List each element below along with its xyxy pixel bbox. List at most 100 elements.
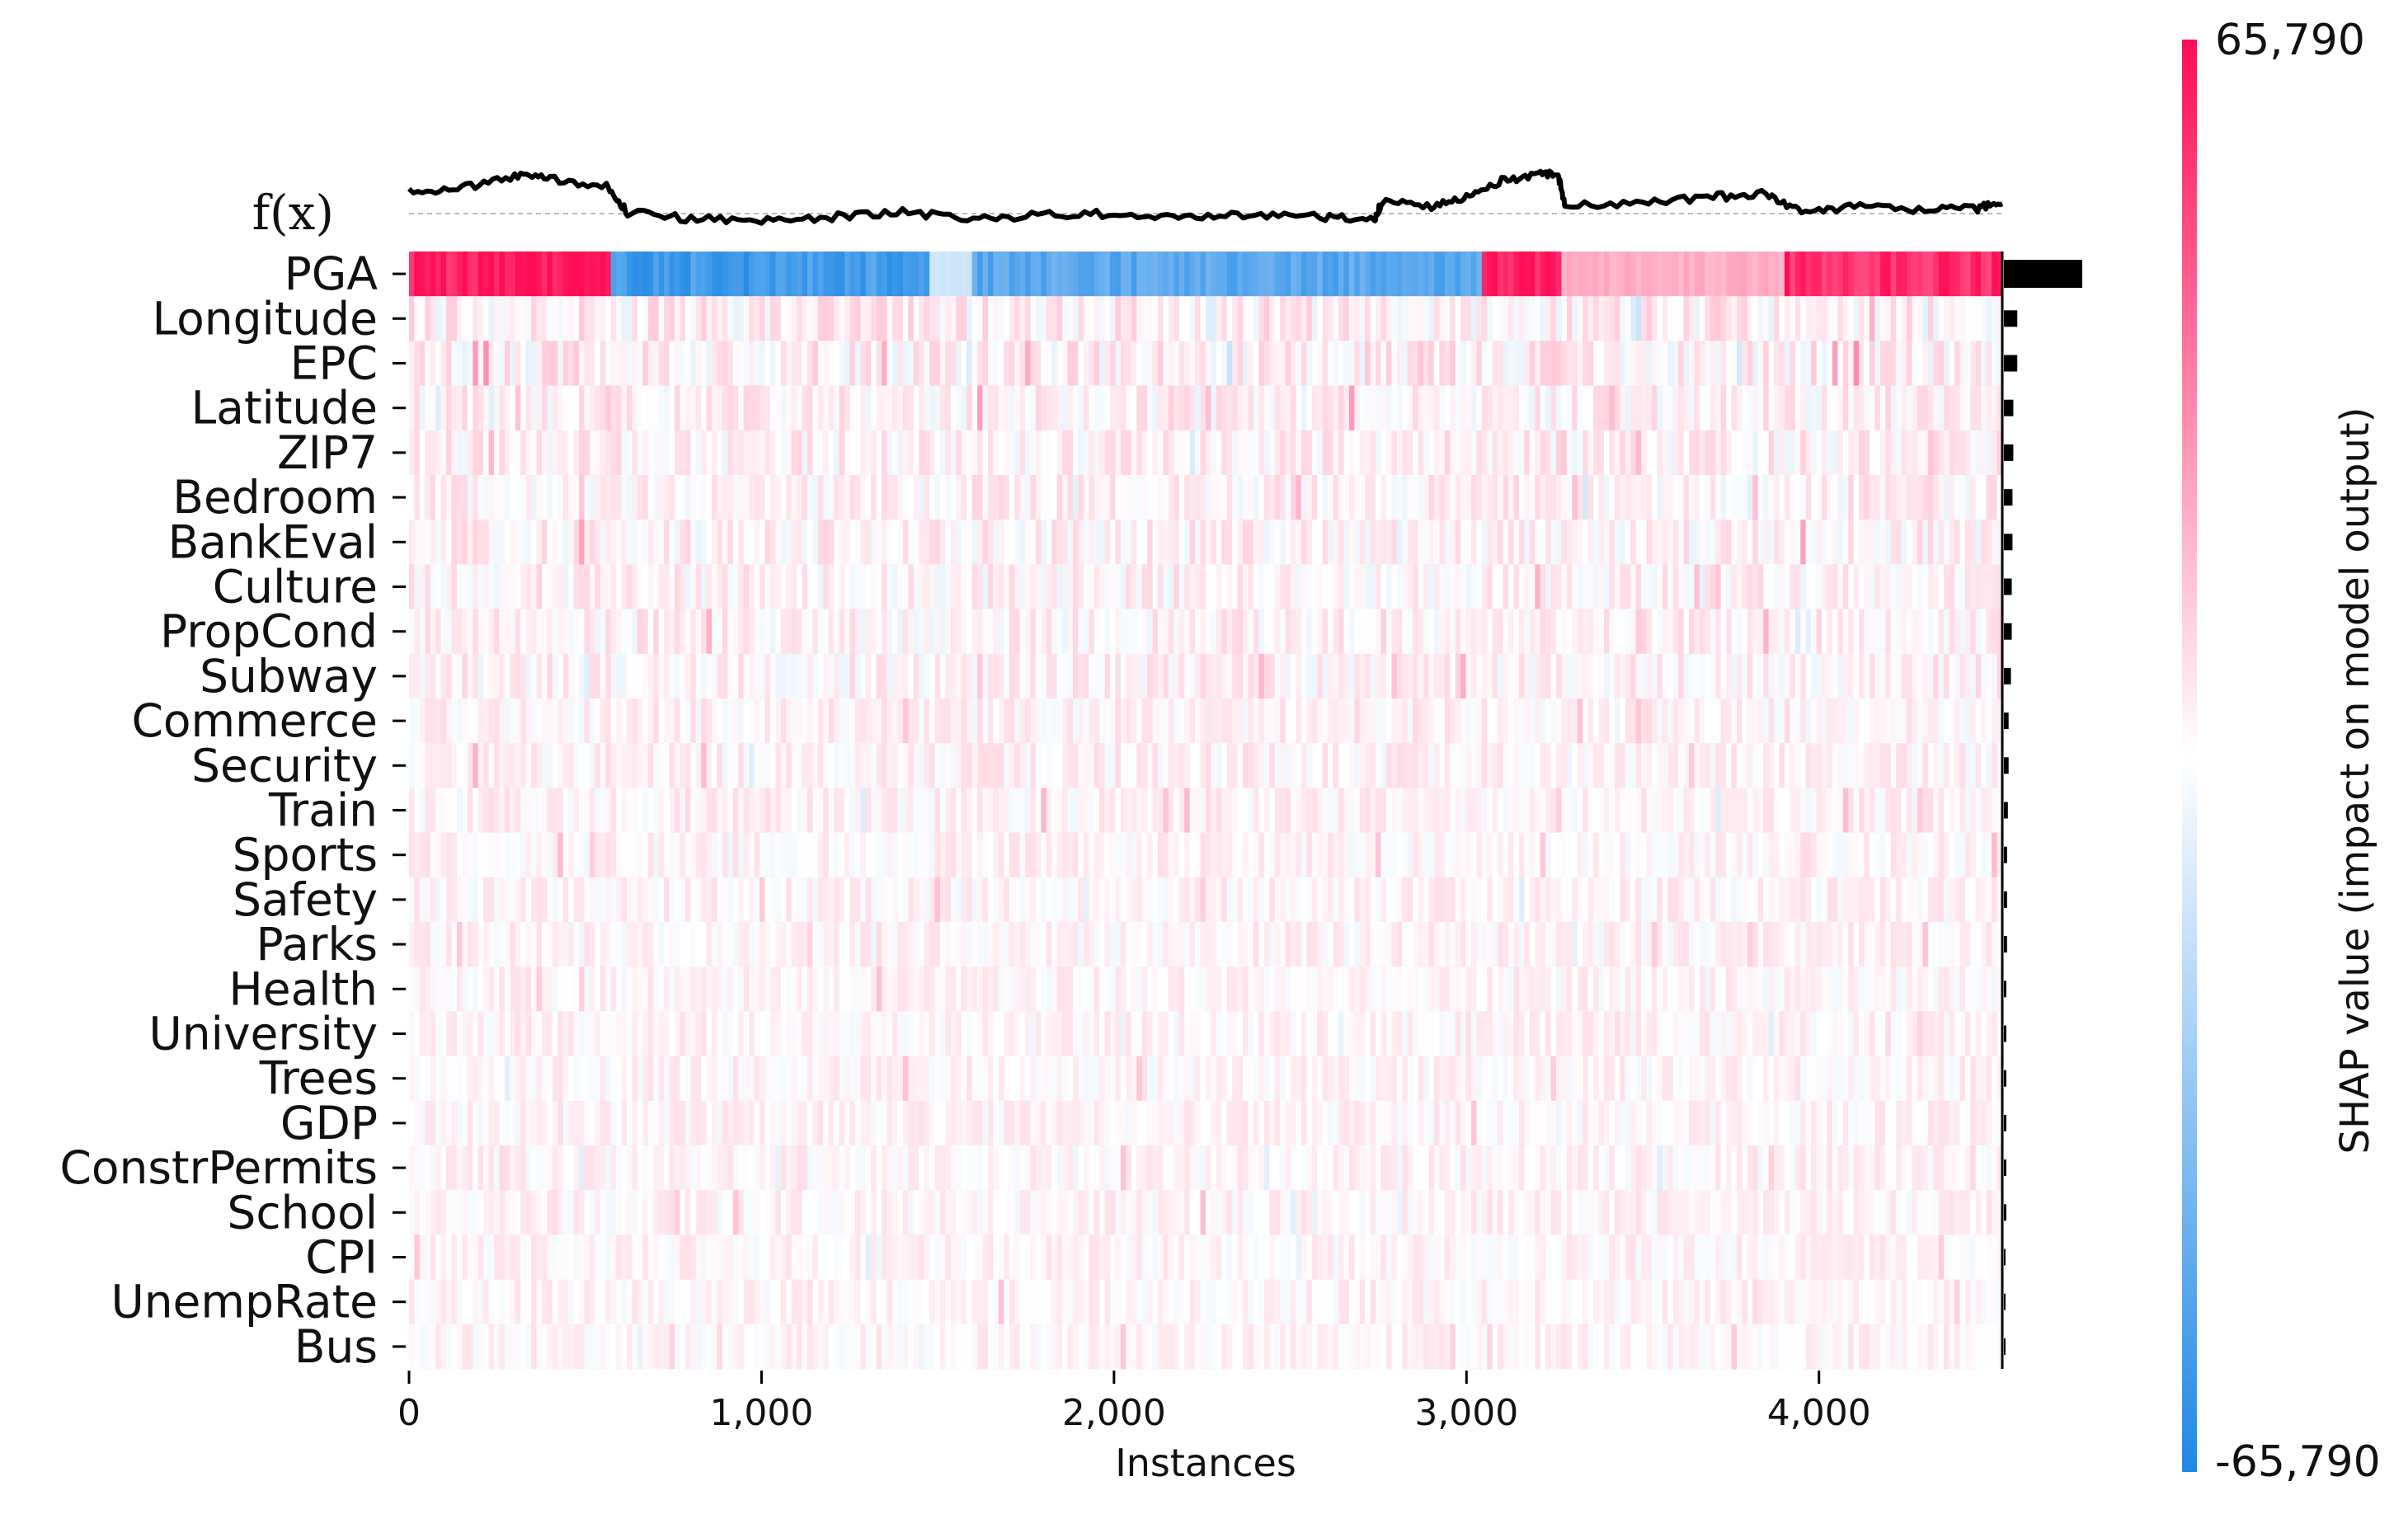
heatmap-cell (1646, 743, 1653, 788)
heatmap-cell (653, 564, 660, 610)
heatmap-cell (1737, 520, 1743, 565)
heatmap-cell (1062, 475, 1069, 520)
heatmap-cell (887, 520, 893, 565)
heatmap-cell (1715, 341, 1722, 387)
heatmap-cell (1901, 788, 1907, 834)
heatmap-cell (871, 385, 877, 431)
heatmap-cell (446, 653, 453, 699)
heatmap-cell (1689, 564, 1695, 610)
heatmap-cell (1067, 564, 1074, 610)
heatmap-cell (1593, 877, 1600, 923)
heatmap-cell (1737, 877, 1743, 923)
heatmap-cell (1949, 788, 1955, 834)
heatmap-cell (573, 296, 580, 341)
heatmap-cell (1683, 520, 1690, 565)
heatmap-cell (1699, 743, 1705, 788)
heatmap-cell (1811, 832, 1818, 878)
heatmap-cell (1901, 564, 1907, 610)
heatmap-cell (1890, 252, 1897, 297)
heatmap-cell (425, 966, 431, 1012)
heatmap-cell (1439, 743, 1446, 788)
heatmap-cell (706, 877, 713, 923)
heatmap-cell (1498, 385, 1504, 431)
heatmap-cell (1338, 564, 1345, 610)
heatmap-cell (849, 788, 856, 834)
heatmap-cell (797, 877, 803, 923)
heatmap-cell (1657, 609, 1663, 655)
heatmap-cell (950, 385, 957, 431)
heatmap-cell (1041, 877, 1047, 923)
heatmap-cell (1689, 475, 1695, 520)
heatmap-cell (1211, 653, 1217, 699)
heatmap-cell (817, 341, 824, 387)
heatmap-cell (1413, 877, 1419, 923)
heatmap-cell (1206, 743, 1212, 788)
heatmap-cell (854, 475, 861, 520)
heatmap-cell (1933, 922, 1940, 967)
heatmap-cell (812, 922, 819, 967)
heatmap-cell (1300, 296, 1307, 341)
heatmap-cell (483, 653, 490, 699)
heatmap-cell (775, 698, 782, 744)
heatmap-cell (494, 564, 501, 610)
heatmap-cell (1147, 430, 1154, 476)
heatmap-cell (849, 430, 856, 476)
heatmap-cell (982, 877, 989, 923)
heatmap-cell (1376, 743, 1382, 788)
heatmap-cell (1503, 296, 1509, 341)
heatmap-cell (446, 385, 453, 431)
heatmap-cell (579, 832, 586, 878)
heatmap-cell (1370, 877, 1376, 923)
heatmap-cell (637, 564, 643, 610)
heatmap-cell (945, 698, 952, 744)
heatmap-cell (425, 520, 431, 565)
heatmap-cell (1848, 743, 1855, 788)
heatmap-cell (1864, 698, 1870, 744)
heatmap-cell (1907, 788, 1913, 834)
heatmap-cell (1078, 520, 1084, 565)
heatmap-cell (1067, 341, 1074, 387)
heatmap-cell (1009, 966, 1015, 1012)
heatmap-cell (1609, 922, 1616, 967)
heatmap-cell (1784, 564, 1790, 610)
heatmap-cell (664, 966, 670, 1012)
heatmap-cell (1184, 922, 1191, 967)
heatmap-cell (791, 520, 797, 565)
heatmap-cell (664, 743, 670, 788)
heatmap-cell (589, 430, 595, 476)
heatmap-cell (749, 743, 755, 788)
heatmap-cell (834, 609, 840, 655)
heatmap-cell (934, 475, 941, 520)
heatmap-cell (1248, 385, 1254, 431)
heatmap-cell (430, 788, 436, 834)
heatmap-cell (987, 966, 994, 1012)
heatmap-cell (1263, 520, 1270, 565)
heatmap-cell (1067, 877, 1074, 923)
heatmap-cell (913, 966, 919, 1012)
heatmap-cell (1253, 564, 1259, 610)
heatmap-cell (849, 564, 856, 610)
heatmap-cell (1014, 520, 1021, 565)
heatmap-cell (520, 475, 527, 520)
heatmap-cell (998, 698, 1004, 744)
heatmap-cell (929, 385, 936, 431)
heatmap-cell (1662, 788, 1668, 834)
heatmap-cell (1126, 564, 1132, 610)
heatmap-cell (1428, 653, 1435, 699)
heatmap-cell (1657, 475, 1663, 520)
heatmap-cell (1917, 877, 1923, 923)
heatmap-cell (1184, 520, 1191, 565)
heatmap-cell (1944, 653, 1950, 699)
heatmap-cell (605, 609, 612, 655)
heatmap-cell (1954, 252, 1961, 297)
heatmap-cell (483, 743, 490, 788)
heatmap-cell (1635, 922, 1642, 967)
heatmap-cell (1280, 788, 1286, 834)
heatmap-cell (1747, 520, 1753, 565)
heatmap-cell (1731, 520, 1738, 565)
heatmap-cell (1025, 653, 1032, 699)
heatmap-cell (1726, 609, 1733, 655)
heatmap-cell (1141, 430, 1148, 476)
heatmap-cell (605, 653, 612, 699)
heatmap-cell (409, 832, 416, 878)
